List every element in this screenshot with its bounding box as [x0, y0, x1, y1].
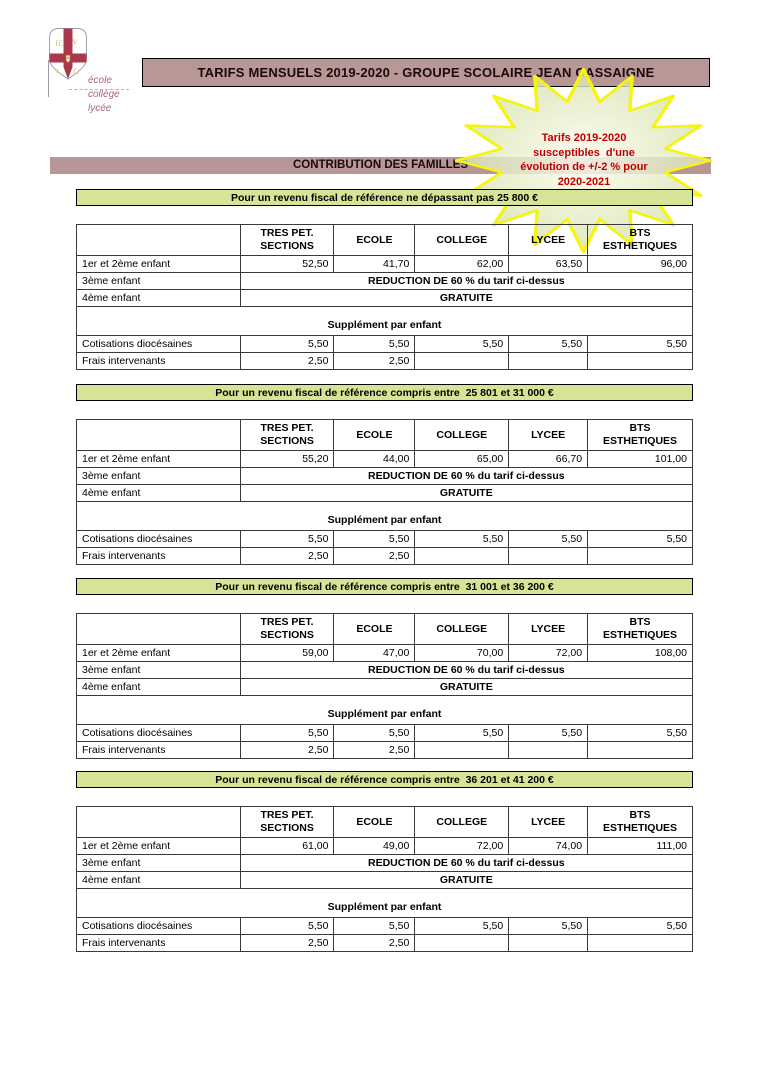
svg-text:Soli Deo: Soli Deo	[63, 56, 74, 60]
svg-text:V: V	[72, 38, 78, 47]
svg-text:IE: IE	[55, 38, 63, 48]
svg-text:C: C	[73, 66, 79, 76]
